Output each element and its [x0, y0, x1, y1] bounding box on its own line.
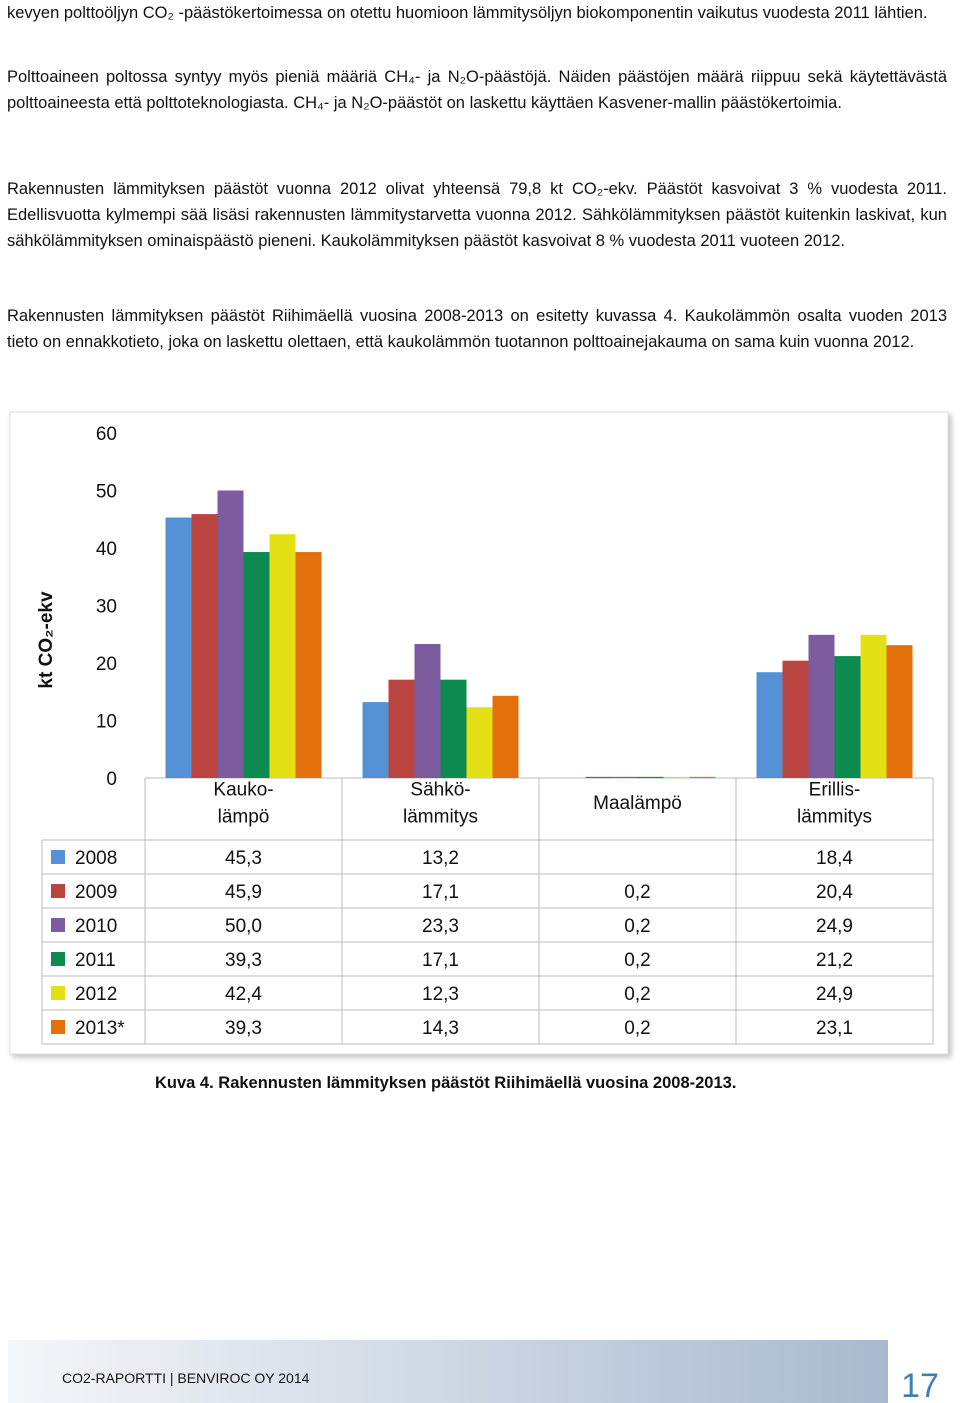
table-value: 14,3 — [422, 1018, 459, 1039]
category-label: Kauko-lämpö — [213, 780, 273, 828]
bar — [637, 776, 664, 778]
table-value: 24,9 — [816, 916, 853, 937]
legend-key — [51, 1020, 65, 1034]
legend-label: 2009 — [75, 882, 117, 903]
legend-key — [51, 952, 65, 966]
paragraph: Rakennusten lämmityksen päästöt Riihimäe… — [7, 307, 947, 351]
table-value: 18,4 — [816, 848, 853, 869]
table-value: 0,2 — [624, 984, 650, 1005]
table-value: 50,0 — [225, 916, 262, 937]
legend-key — [51, 986, 65, 1000]
bar — [756, 672, 783, 778]
bar — [362, 702, 389, 778]
y-tick-label: 60 — [96, 424, 117, 445]
table-value: 17,1 — [422, 950, 459, 971]
paragraph: kevyen polttoöljyn CO₂ -päästökertoimess… — [7, 4, 928, 22]
bar — [611, 776, 638, 778]
table-value: 0,2 — [624, 1018, 650, 1039]
table-value: 12,3 — [422, 984, 459, 1005]
table-value: 20,4 — [816, 882, 853, 903]
bar — [492, 695, 519, 778]
legend-label: 2013* — [75, 1018, 125, 1039]
table-value: 0,2 — [624, 916, 650, 937]
table-value: 0,2 — [624, 882, 650, 903]
category-label: Maalämpö — [593, 793, 682, 814]
table-value: 0,2 — [624, 950, 650, 971]
bar — [388, 679, 415, 778]
y-tick-label: 0 — [106, 769, 117, 790]
y-tick-label: 20 — [96, 654, 117, 675]
bar — [440, 679, 467, 778]
bar — [585, 776, 612, 778]
bar — [860, 634, 887, 778]
bar — [466, 707, 493, 778]
category-label: Sähkö-lämmitys — [403, 780, 478, 828]
bar — [886, 645, 913, 778]
legend-label: 2012 — [75, 984, 117, 1005]
table-value: 21,2 — [816, 950, 853, 971]
paragraph: Polttoaineen poltossa syntyy myös pieniä… — [7, 68, 947, 112]
table-value: 39,3 — [225, 950, 262, 971]
bar — [808, 634, 835, 778]
bar — [217, 490, 244, 778]
paragraph: Rakennusten lämmityksen päästöt vuonna 2… — [7, 180, 947, 250]
bar — [191, 514, 218, 778]
bar — [834, 656, 861, 778]
bar — [689, 776, 716, 778]
legend-label: 2011 — [75, 950, 116, 971]
legend-label: 2010 — [75, 916, 117, 937]
legend-label: 2008 — [75, 848, 117, 869]
table-value: 45,9 — [225, 882, 262, 903]
table-value: 45,3 — [225, 848, 262, 869]
table-value: 17,1 — [422, 882, 459, 903]
caption: Kuva 4. Rakennusten lämmityksen päästöt … — [155, 1074, 736, 1092]
bar — [663, 776, 690, 778]
y-tick-label: 40 — [96, 539, 117, 560]
table-value: 23,1 — [816, 1018, 853, 1039]
legend-key — [51, 850, 65, 864]
y-axis-label: kt CO₂-ekv — [36, 591, 57, 689]
category-label: Erillis-lämmitys — [797, 780, 872, 828]
bar — [269, 534, 296, 778]
table-value: 24,9 — [816, 984, 853, 1005]
bar — [243, 552, 270, 778]
y-tick-label: 30 — [96, 597, 117, 618]
bar — [295, 552, 322, 778]
table-value: 39,3 — [225, 1018, 262, 1039]
y-tick-label: 10 — [96, 712, 117, 733]
legend-key — [51, 918, 65, 932]
y-tick-label: 50 — [96, 482, 117, 503]
footer-bar — [8, 1340, 888, 1403]
table-value: 23,3 — [422, 916, 459, 937]
bar — [414, 644, 441, 778]
table-value: 42,4 — [225, 984, 262, 1005]
table-value: 13,2 — [422, 848, 459, 869]
footer-text: CO2-RAPORTTI | BENVIROC OY 2014 — [62, 1370, 310, 1386]
legend-key — [51, 884, 65, 898]
bar — [782, 660, 809, 778]
page-number: 17 — [901, 1367, 939, 1403]
bar — [165, 517, 192, 778]
